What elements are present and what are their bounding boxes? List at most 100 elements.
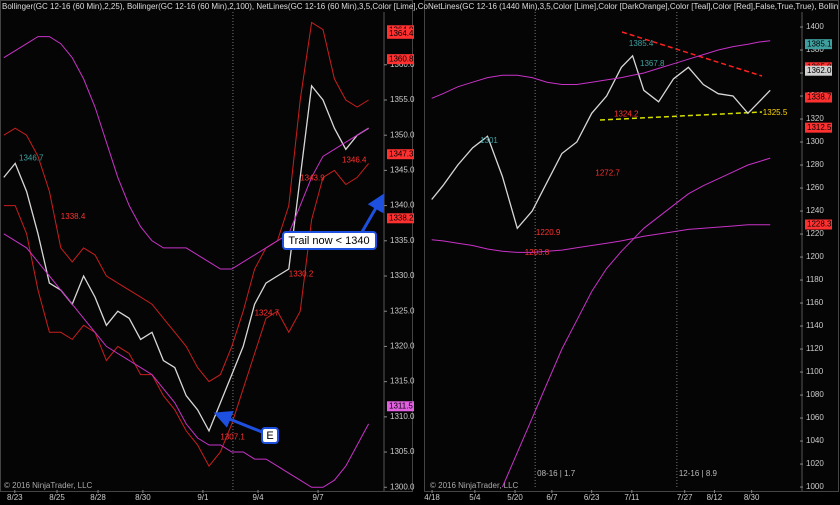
- price-flag-label: 1385.1: [807, 39, 832, 48]
- y-tick-label: 1220: [806, 229, 824, 238]
- copyright: © 2016 NinjaTrader, LLC: [430, 481, 519, 490]
- x-tick-label: 9/1: [197, 493, 209, 502]
- plot: 1385.4 1367.8 1324.2 1301 1272.7 1220.9 1203.8…: [431, 12, 788, 488]
- annotation-arrow: [360, 193, 385, 233]
- y-tick-label: 1380: [806, 45, 824, 54]
- resistance-trendline: [621, 31, 763, 77]
- y-tick-label: 1355.0: [390, 95, 415, 104]
- y-tick-label: 1330.0: [390, 271, 415, 280]
- panel-header: Bollinger(GC 12-16 (60 Min),2,25), Bolli…: [2, 2, 429, 11]
- price-flag: [805, 92, 832, 103]
- y-tick-label: 1360.0: [390, 60, 415, 69]
- y-tick-label: 1140: [806, 321, 824, 330]
- price-label: 1338.4: [61, 212, 86, 221]
- y-tick-label: 1305.0: [390, 447, 415, 456]
- annotation-arrow: [213, 410, 263, 434]
- y-tick-label: 1180: [806, 275, 824, 284]
- price-flag: [805, 65, 832, 76]
- x-tick-label: 7/11: [624, 493, 640, 502]
- x-tick-label: 8/23: [7, 493, 23, 502]
- x-tick-label: 5/20: [507, 493, 523, 502]
- y-tick-label: 1040: [806, 436, 824, 445]
- price-label: 1301: [480, 136, 498, 145]
- y-tick-label: 1350.0: [390, 130, 415, 139]
- price-label: 1324.7: [255, 308, 280, 317]
- price-line: [431, 54, 771, 230]
- price-flag-label: 1312.5: [807, 123, 832, 132]
- x-tick-label: 8/30: [744, 493, 760, 502]
- x-tick-label: 9/7: [312, 493, 324, 502]
- price-label: 1330.2: [289, 270, 314, 279]
- band-line: [3, 36, 369, 270]
- x-tick-label: 9/4: [252, 493, 264, 502]
- y-tick-label: 1100: [806, 367, 824, 376]
- price-flag-label: 1362.0: [807, 66, 832, 75]
- y-tick-label: 1335.0: [390, 236, 415, 245]
- copyright: © 2016 NinjaTrader, LLC: [4, 481, 93, 490]
- panel-header: NetLines(GC 12-16 (1440 Min),3,5,Color […: [428, 2, 838, 11]
- session-label: 12-16 | 8.9: [679, 469, 718, 478]
- annotation-text: E: [266, 430, 273, 442]
- x-tick-label: 6/7: [546, 493, 558, 502]
- band-line: [3, 163, 369, 467]
- price-flag-label: 1338.7: [807, 93, 832, 102]
- price-flag: [805, 219, 832, 230]
- annotation-text: Trail now < 1340: [288, 235, 369, 247]
- band-line: [3, 233, 370, 488]
- price-flag-label: 1360.8: [389, 54, 414, 63]
- y-tick-label: 1080: [806, 390, 824, 399]
- band-line: [3, 21, 369, 383]
- price-flag-label: 1228.3: [807, 220, 832, 229]
- price-label: 1346.4: [342, 156, 367, 165]
- y-tick-label: 1320: [806, 114, 824, 123]
- y-tick-label: 1320.0: [390, 342, 415, 351]
- right-panel: [424, 0, 839, 492]
- price-label: 1385.4: [629, 39, 654, 48]
- price-flag: [387, 213, 414, 224]
- price-label: 1324.2: [614, 109, 639, 118]
- x-tick-label: 5/4: [469, 493, 481, 502]
- price-label: 1367.8: [640, 59, 665, 68]
- price-flag-label: 1338.2: [389, 213, 414, 222]
- y-tick-label: 1315.0: [390, 377, 415, 386]
- price-flag: [805, 122, 832, 133]
- price-flag: [387, 28, 414, 39]
- price-flag: [387, 149, 414, 160]
- plot: 1346.4 1343.9 1330.2 1324.7 1307.1 1338.4 1346…: [3, 12, 370, 490]
- price-label: 1307.1: [220, 432, 245, 441]
- y-tick-label: 1060: [806, 413, 824, 422]
- y-tick-label: 1120: [806, 344, 824, 353]
- y-tick-label: 1300.0: [390, 482, 415, 491]
- price-label: 1346.7: [19, 154, 44, 163]
- price-label: 1272.7: [595, 169, 620, 178]
- price-flag: [387, 54, 414, 65]
- y-tick-label: 1200: [806, 252, 824, 261]
- y-tick-label: 1325.0: [390, 306, 415, 315]
- y-tick-label: 1280: [806, 160, 824, 169]
- y-tick-label: 1310.0: [390, 412, 415, 421]
- price-flag-label: 1347.3: [389, 149, 414, 158]
- x-tick-label: 8/12: [707, 493, 723, 502]
- y-tick-label: 1000: [806, 482, 824, 491]
- y-tick-label: 1260: [806, 183, 824, 192]
- price-label: 1220.9: [536, 228, 561, 237]
- x-tick-label: 8/30: [135, 493, 151, 502]
- price-flag-label: 1364.4: [389, 29, 414, 38]
- y-tick-label: 1240: [806, 206, 824, 215]
- y-tick-label: 1300: [806, 137, 824, 146]
- band-line: [431, 224, 771, 253]
- price-flag-label: 1311.5: [389, 401, 413, 410]
- x-tick-label: 6/23: [584, 493, 600, 502]
- support-trendline: [599, 111, 763, 121]
- price-label: 1343.9: [300, 173, 325, 182]
- x-tick-label: 7/27: [677, 493, 693, 502]
- x-tick-label: 4/18: [424, 493, 440, 502]
- session-label: 08-16 | 1.7: [537, 469, 576, 478]
- x-tick-label: 8/25: [49, 493, 65, 502]
- annotation-box: [261, 427, 279, 444]
- band-line: [431, 40, 771, 99]
- y-tick-label: 1400: [806, 22, 824, 31]
- y-tick-label: 1345.0: [390, 166, 415, 175]
- price-label: 1203.8: [525, 248, 550, 257]
